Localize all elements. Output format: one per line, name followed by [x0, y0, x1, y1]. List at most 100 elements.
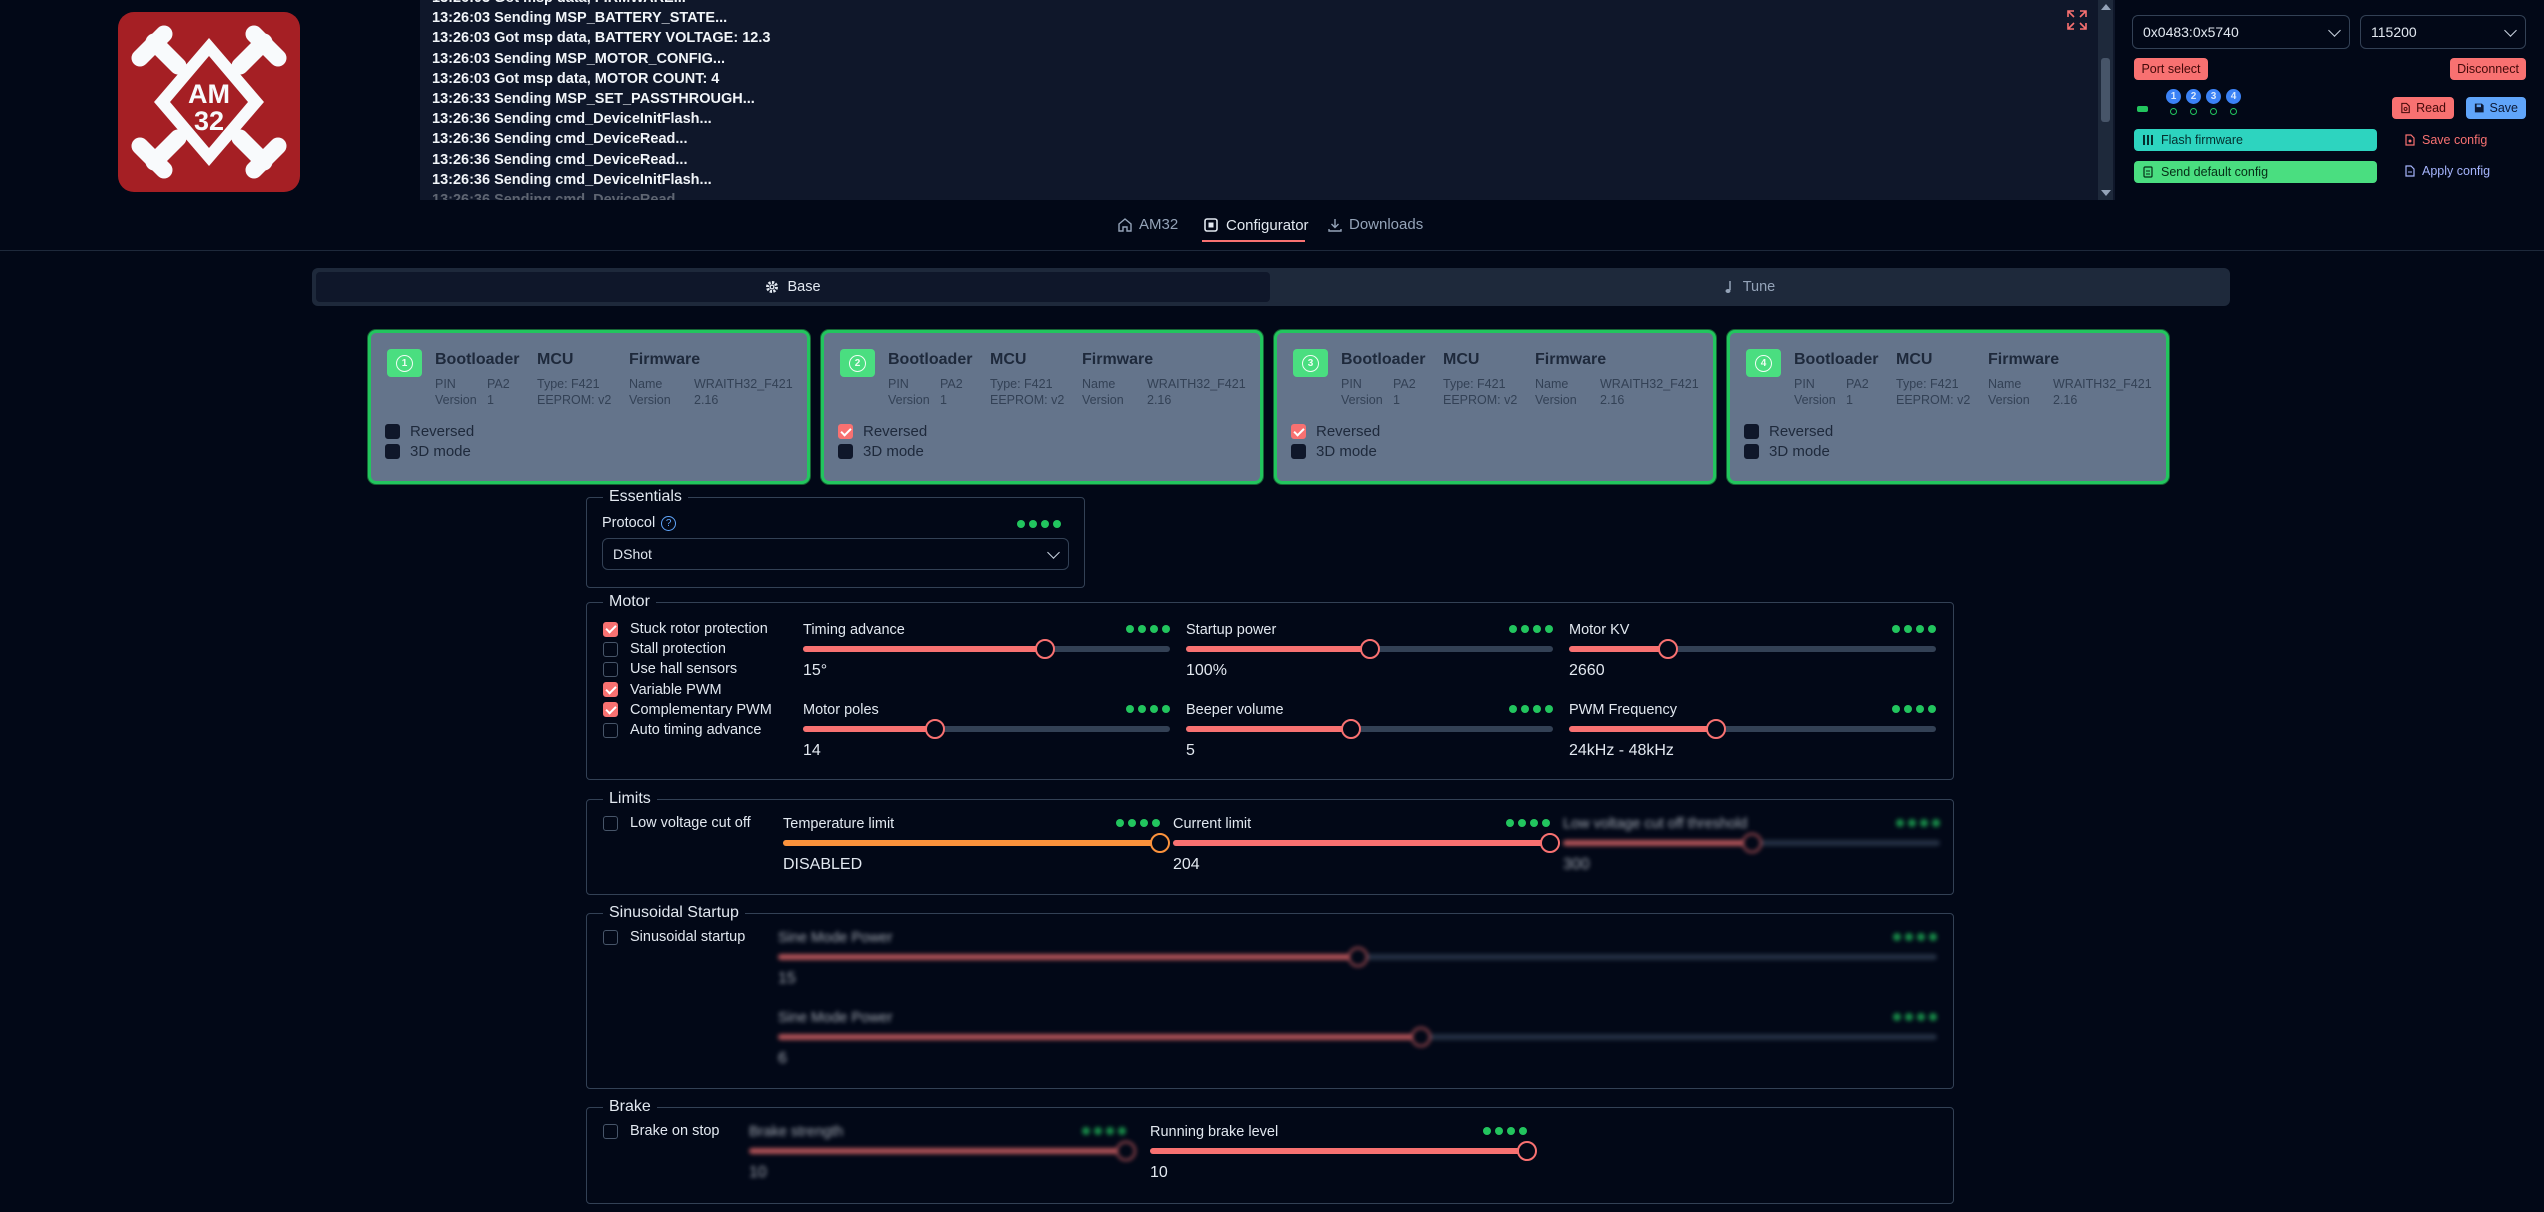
checkbox[interactable] [603, 682, 618, 698]
slider-handle[interactable] [1741, 833, 1762, 853]
save-config-button[interactable]: Save config [2404, 133, 2487, 147]
expand-icon[interactable] [2065, 8, 2089, 32]
brake-on-stop-checkbox[interactable]: Brake on stop [603, 1123, 719, 1139]
motor-option-checkbox[interactable]: Stall protection [603, 641, 726, 657]
setting-slider[interactable]: Current limit 204 [1173, 816, 1560, 876]
port-select[interactable]: 0x0483:0x5740 [2132, 15, 2350, 49]
low-voltage-cutoff-checkbox[interactable]: Low voltage cut off [603, 815, 751, 831]
motor-item[interactable]: 1 [2166, 89, 2181, 115]
slider-handle[interactable] [925, 719, 946, 739]
motor-option-checkbox[interactable]: Complementary PWM [603, 702, 772, 718]
checkbox[interactable] [1744, 424, 1759, 439]
subtab-tune[interactable]: Tune [1272, 272, 2226, 302]
checkbox[interactable] [603, 661, 618, 677]
tab-am32[interactable]: AM32 [1117, 216, 1178, 233]
slider-track[interactable] [1563, 833, 1940, 853]
log-scrollbar[interactable] [2098, 0, 2113, 200]
slider-track[interactable] [778, 947, 1937, 967]
3d-mode-checkbox[interactable]: 3D mode [1744, 443, 1830, 460]
protocol-select[interactable]: DShot [602, 538, 1069, 570]
motor-option-checkbox[interactable]: Use hall sensors [603, 661, 737, 677]
port-select-button[interactable]: Port select [2134, 58, 2208, 80]
setting-slider[interactable]: PWM Frequency 24kHz - 48kHz [1569, 702, 1936, 762]
scroll-up-arrow-icon[interactable] [2101, 4, 2111, 10]
setting-slider[interactable]: Motor poles 14 [803, 702, 1170, 762]
checkbox[interactable] [603, 815, 618, 831]
setting-slider[interactable]: Motor KV 2660 [1569, 622, 1936, 682]
sinusoidal-startup-checkbox[interactable]: Sinusoidal startup [603, 929, 745, 945]
slider-track[interactable] [1150, 1141, 1537, 1161]
slider-handle[interactable] [1341, 719, 1362, 739]
slider-track[interactable] [783, 833, 1170, 853]
motor-option-checkbox[interactable]: Variable PWM [603, 682, 722, 698]
slider-track[interactable] [803, 719, 1170, 739]
baud-select[interactable]: 115200 [2360, 15, 2526, 49]
slider-handle[interactable] [1035, 639, 1056, 659]
reversed-checkbox[interactable]: Reversed [838, 423, 927, 440]
motor-option-checkbox[interactable]: Auto timing advance [603, 722, 761, 738]
slider-handle[interactable] [1359, 639, 1380, 659]
read-button[interactable]: Read [2392, 97, 2454, 119]
log-panel[interactable]: 13:26:03 Got msp data, FIRMWARE... 13:26… [420, 0, 2115, 200]
setting-slider[interactable]: Brake strength 10 [749, 1124, 1136, 1184]
slider-track[interactable] [749, 1141, 1136, 1161]
setting-slider[interactable]: Beeper volume 5 [1186, 702, 1553, 762]
esc-card[interactable]: 3 Bootloader MCU Firmware PIN PA2 Version 1 Type… [1274, 330, 1716, 484]
slider-handle[interactable] [1705, 719, 1726, 739]
slider-handle[interactable] [1540, 833, 1560, 853]
checkbox[interactable] [603, 722, 618, 738]
checkbox[interactable] [603, 702, 618, 718]
slider-track[interactable] [1186, 719, 1553, 739]
scrollbar-thumb[interactable] [2101, 58, 2110, 122]
help-icon[interactable]: ? [661, 515, 677, 531]
checkbox[interactable] [603, 641, 618, 657]
slider-track[interactable] [803, 639, 1170, 659]
reversed-checkbox[interactable]: Reversed [1291, 423, 1380, 440]
checkbox[interactable] [838, 444, 853, 459]
setting-slider[interactable]: Running brake level 10 [1150, 1124, 1537, 1184]
checkbox[interactable] [603, 1123, 618, 1139]
send-default-config-button[interactable]: Send default config [2134, 161, 2377, 183]
scroll-down-arrow-icon[interactable] [2101, 190, 2111, 196]
reversed-checkbox[interactable]: Reversed [1744, 423, 1833, 440]
tab-configurator[interactable]: Configurator [1202, 216, 1309, 234]
esc-card[interactable]: 2 Bootloader MCU Firmware PIN PA2 Version 1 Type… [821, 330, 1263, 484]
disconnect-button[interactable]: Disconnect [2450, 58, 2526, 80]
slider-handle[interactable] [1150, 833, 1170, 853]
checkbox[interactable] [603, 621, 618, 637]
esc-card[interactable]: 4 Bootloader MCU Firmware PIN PA2 Version 1 Type… [1727, 330, 2169, 484]
subtab-base[interactable]: Base [316, 272, 1270, 302]
slider-track[interactable] [1186, 639, 1553, 659]
3d-mode-checkbox[interactable]: 3D mode [385, 443, 471, 460]
setting-slider[interactable]: Timing advance 15° [803, 622, 1170, 682]
slider-handle[interactable] [1347, 947, 1368, 967]
motor-item[interactable]: 2 [2186, 89, 2201, 115]
setting-slider[interactable]: Sine Mode Power 6 [778, 1010, 1937, 1070]
save-button[interactable]: Save [2466, 97, 2526, 119]
checkbox[interactable] [603, 929, 618, 945]
setting-slider[interactable]: Low voltage cut off threshold 300 [1563, 816, 1940, 876]
slider-handle[interactable] [1517, 1141, 1537, 1161]
slider-handle[interactable] [1116, 1141, 1136, 1161]
checkbox[interactable] [1291, 444, 1306, 459]
slider-handle[interactable] [1411, 1027, 1432, 1047]
checkbox[interactable] [385, 424, 400, 439]
setting-slider[interactable]: Temperature limit DISABLED [783, 816, 1170, 876]
apply-config-button[interactable]: Apply config [2404, 164, 2490, 178]
motor-selector[interactable]: 1 2 3 4 [2166, 89, 2241, 115]
tab-downloads[interactable]: Downloads [1327, 216, 1423, 233]
setting-slider[interactable]: Startup power 100% [1186, 622, 1553, 682]
reversed-checkbox[interactable]: Reversed [385, 423, 474, 440]
flash-firmware-button[interactable]: Flash firmware [2134, 129, 2377, 151]
slider-track[interactable] [1569, 719, 1936, 739]
slider-track[interactable] [1569, 639, 1936, 659]
setting-slider[interactable]: Sine Mode Power 15 [778, 930, 1937, 990]
slider-track[interactable] [1173, 833, 1560, 853]
checkbox[interactable] [1291, 424, 1306, 439]
slider-handle[interactable] [1658, 639, 1679, 659]
3d-mode-checkbox[interactable]: 3D mode [1291, 443, 1377, 460]
motor-option-checkbox[interactable]: Stuck rotor protection [603, 621, 768, 637]
checkbox[interactable] [1744, 444, 1759, 459]
motor-item[interactable]: 3 [2206, 89, 2221, 115]
checkbox[interactable] [838, 424, 853, 439]
